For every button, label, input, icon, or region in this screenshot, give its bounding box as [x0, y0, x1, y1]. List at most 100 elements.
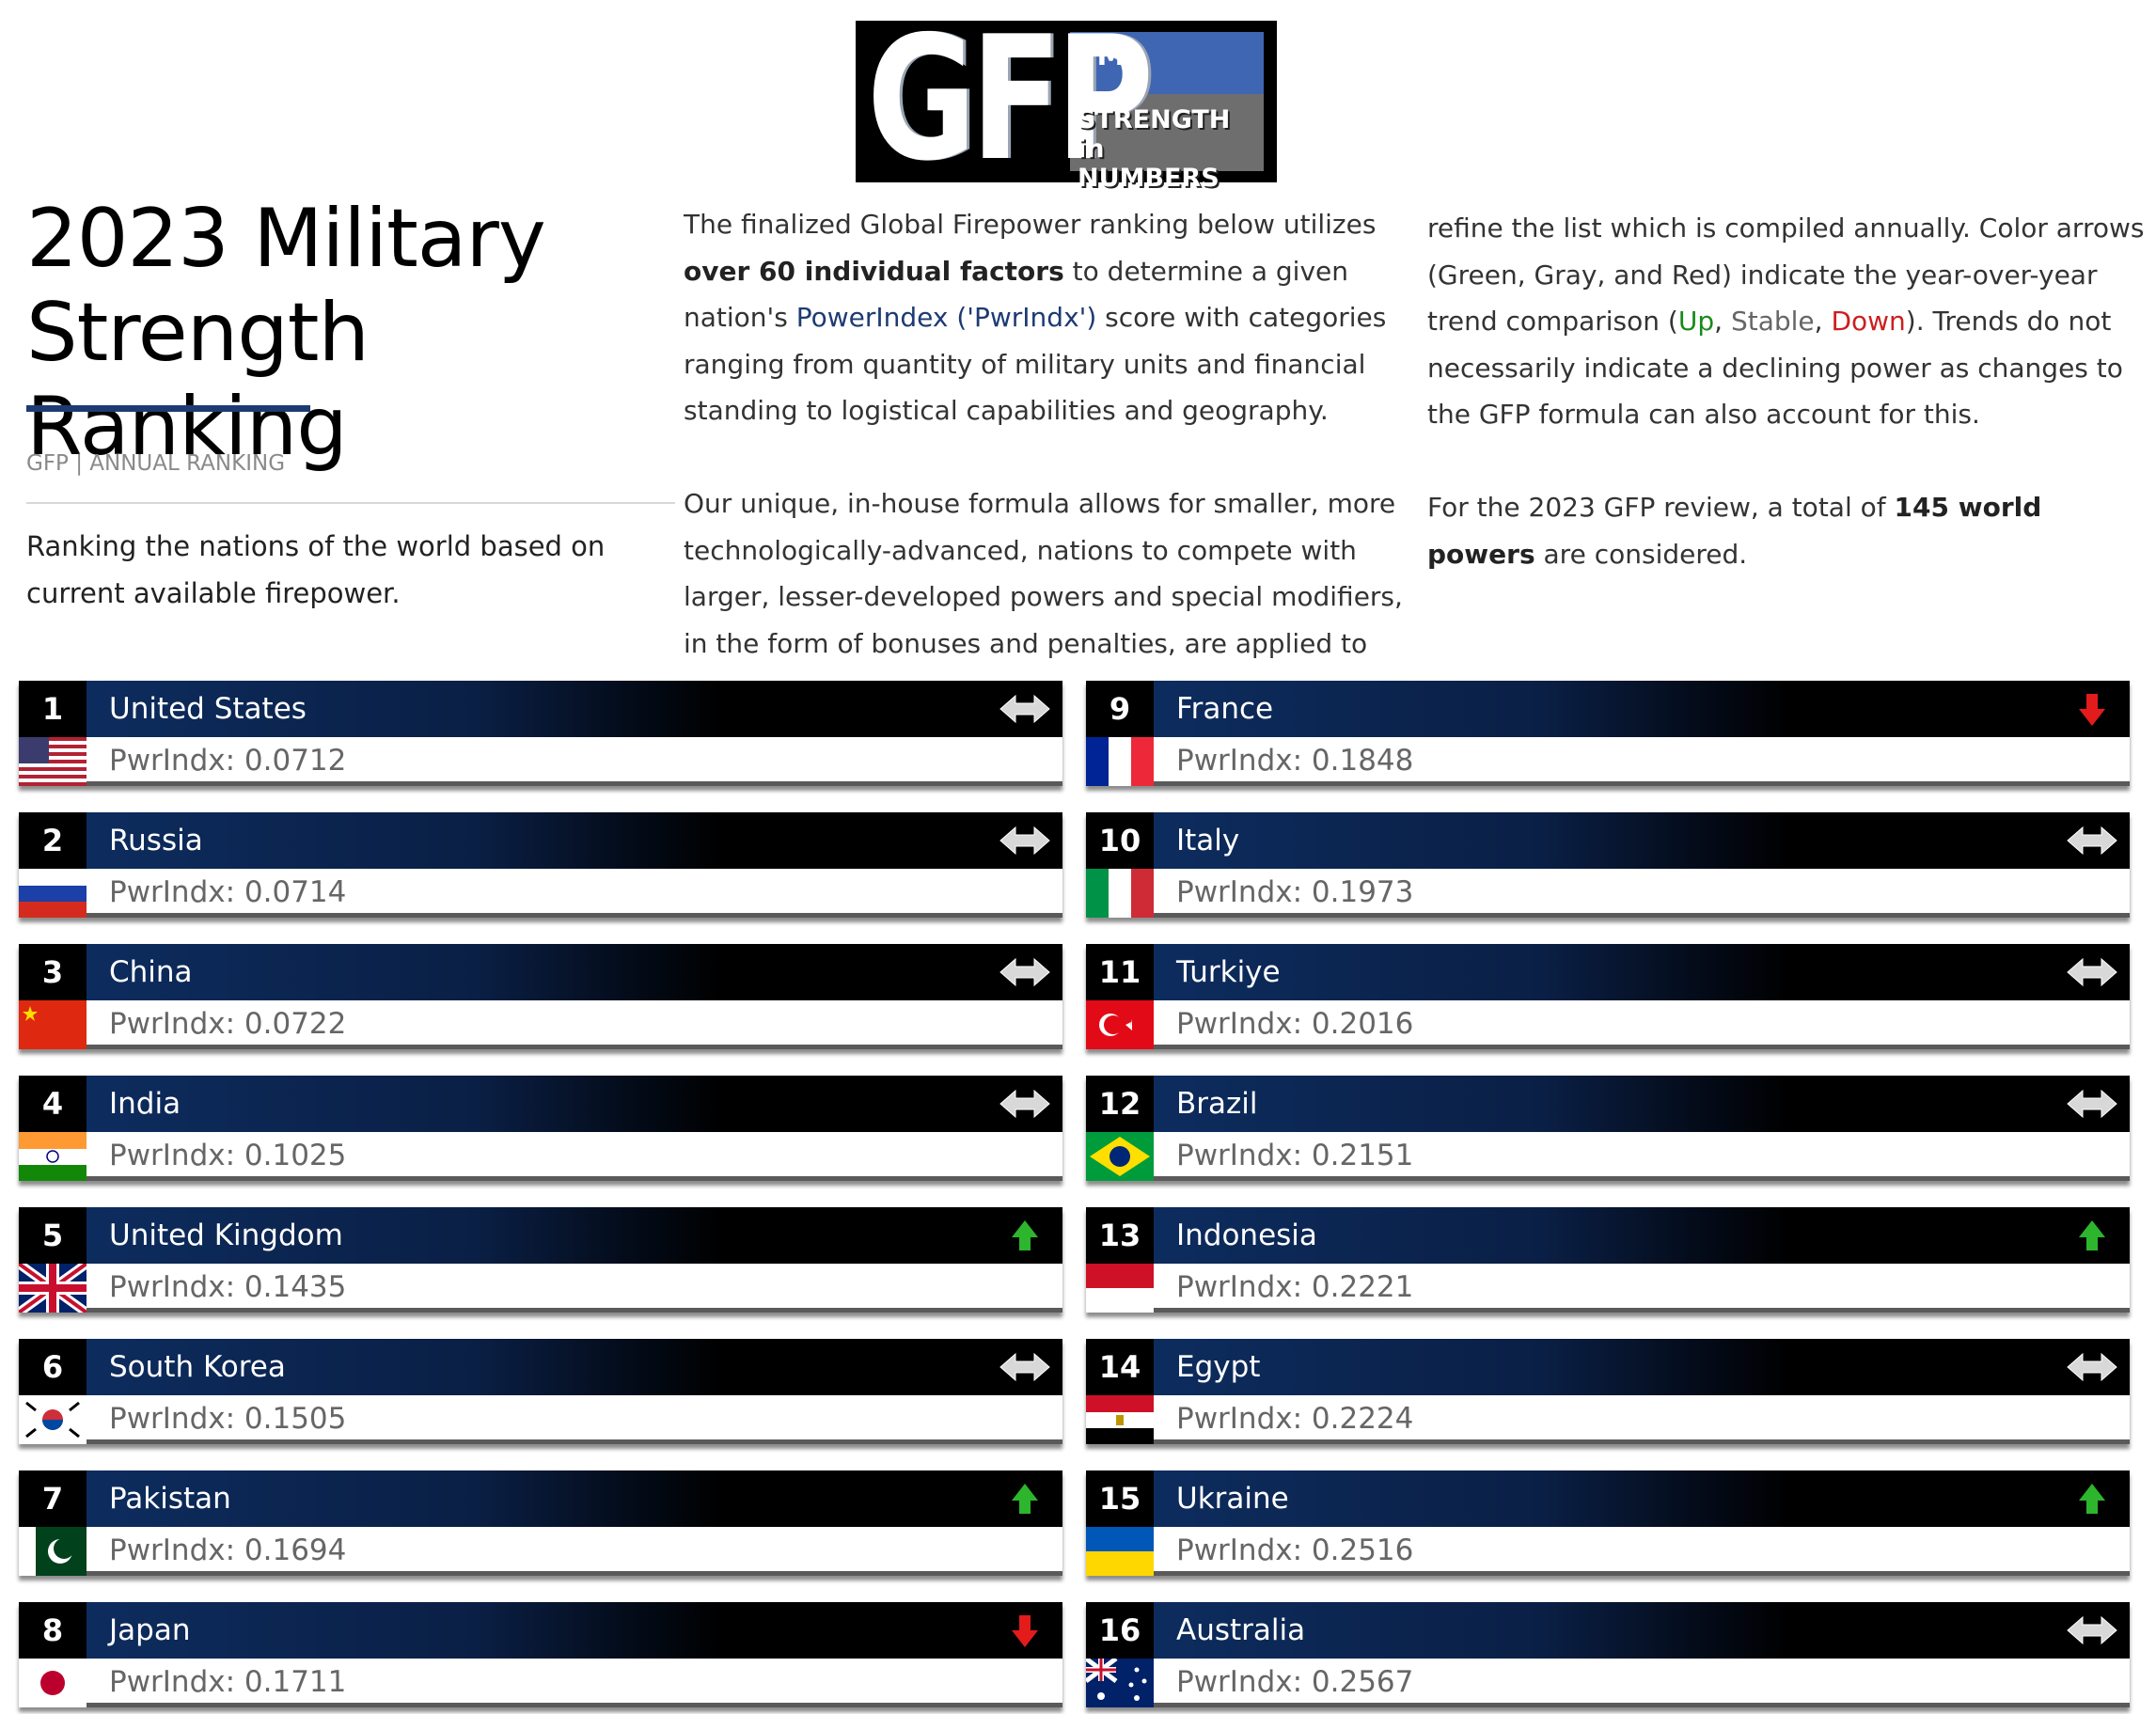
country-name[interactable]: Italy: [1176, 824, 1240, 857]
logo-letters: GFP: [867, 0, 1154, 198]
power-index-score: PwrIndx: 0.2016: [1154, 1000, 2130, 1049]
section-label: GFP | ANNUAL RANKING: [26, 451, 286, 476]
stable-arrow-icon: [997, 822, 1053, 859]
power-index-score: PwrIndx: 0.1848: [1154, 737, 2130, 786]
intro-paragraph-2: Our unique, in-house formula allows for …: [684, 488, 1403, 659]
country-name[interactable]: Pakistan: [109, 1482, 231, 1516]
stable-arrow-icon: [997, 1348, 1053, 1386]
power-index-score: PwrIndx: 0.1435: [87, 1264, 1062, 1313]
stable-arrow-icon: [2064, 822, 2120, 859]
intro-paragraph-1: The finalized Global Firepower ranking b…: [684, 209, 1387, 426]
brazil-flag: [1086, 1132, 1154, 1181]
rank-number: 1: [19, 681, 87, 737]
country-name-bar: Australia: [1154, 1602, 2130, 1659]
power-index-score: PwrIndx: 0.1711: [87, 1659, 1062, 1707]
power-index-score: PwrIndx: 0.2151: [1154, 1132, 2130, 1181]
country-name[interactable]: Brazil: [1176, 1087, 1258, 1121]
power-index-score: PwrIndx: 0.0714: [87, 869, 1062, 918]
country-name[interactable]: United Kingdom: [109, 1219, 343, 1252]
country-name-bar: United States: [87, 681, 1062, 737]
country-name-bar: Russia: [87, 812, 1062, 869]
ranking-card[interactable]: 5 United Kingdom PwrIndx: 0.1435: [19, 1207, 1062, 1313]
ukraine-flag: [1086, 1527, 1154, 1576]
stable-arrow-icon: [997, 953, 1053, 991]
stable-arrow-icon: [2064, 953, 2120, 991]
logo-panel: [1070, 32, 1264, 171]
australia-flag: [1086, 1659, 1154, 1707]
india-flag: [19, 1132, 87, 1181]
ranking-card[interactable]: 7 Pakistan PwrIndx: 0.1694: [19, 1470, 1062, 1576]
stable-arrow-icon: [997, 1085, 1053, 1123]
country-name[interactable]: India: [109, 1087, 181, 1121]
stable-arrow-icon: [2064, 1348, 2120, 1386]
power-index-score: PwrIndx: 0.2224: [1154, 1395, 2130, 1444]
country-name-bar: China: [87, 944, 1062, 1000]
italy-flag: [1086, 869, 1154, 918]
country-name-bar: Pakistan: [87, 1470, 1062, 1527]
country-name-bar: Japan: [87, 1602, 1062, 1659]
ranking-card[interactable]: 13 Indonesia PwrIndx: 0.2221: [1086, 1207, 2130, 1313]
rank-number: 10: [1086, 812, 1154, 869]
ranking-card[interactable]: 11 Turkiye PwrIndx: 0.2016: [1086, 944, 2130, 1049]
country-name-bar: United Kingdom: [87, 1207, 1062, 1264]
rank-number: 13: [1086, 1207, 1154, 1264]
country-name-bar: Ukraine: [1154, 1470, 2130, 1527]
country-name[interactable]: China: [109, 955, 193, 989]
country-name-bar: South Korea: [87, 1339, 1062, 1395]
country-name[interactable]: United States: [109, 692, 307, 726]
power-index-score: PwrIndx: 0.2221: [1154, 1264, 2130, 1313]
trend-stable-label: Stable: [1730, 306, 1815, 337]
title-underline: [26, 405, 310, 412]
country-name[interactable]: Japan: [109, 1613, 191, 1647]
ranking-card[interactable]: 15 Ukraine PwrIndx: 0.2516: [1086, 1470, 2130, 1576]
ranking-card[interactable]: 3 China PwrIndx: 0.0722: [19, 944, 1062, 1049]
country-name[interactable]: France: [1176, 692, 1274, 726]
ranking-card[interactable]: 1 United States PwrIndx: 0.0712: [19, 681, 1062, 786]
country-name-bar: Brazil: [1154, 1076, 2130, 1132]
ranking-card[interactable]: 16 Australia PwrIndx: 0.2567: [1086, 1602, 2130, 1707]
divider: [26, 502, 675, 504]
ranking-card[interactable]: 9 France PwrIndx: 0.1848: [1086, 681, 2130, 786]
country-name[interactable]: Egypt: [1176, 1350, 1261, 1384]
power-index-score: PwrIndx: 0.1025: [87, 1132, 1062, 1181]
stable-arrow-icon: [2064, 1085, 2120, 1123]
stable-arrow-icon: [2064, 1612, 2120, 1649]
down-arrow-icon: [2064, 690, 2120, 728]
rank-number: 16: [1086, 1602, 1154, 1659]
ranking-card[interactable]: 10 Italy PwrIndx: 0.1973: [1086, 812, 2130, 918]
tagline: Ranking the nations of the world based o…: [26, 530, 606, 609]
power-index-score: PwrIndx: 0.2516: [1154, 1527, 2130, 1576]
ranking-card[interactable]: 6 South Korea PwrIndx: 0.1505: [19, 1339, 1062, 1444]
powerindex-link[interactable]: PowerIndex ('PwrIndx'): [795, 302, 1097, 333]
rank-number: 5: [19, 1207, 87, 1264]
country-name[interactable]: South Korea: [109, 1350, 286, 1384]
country-name[interactable]: Russia: [109, 824, 203, 857]
france-flag: [1086, 737, 1154, 786]
turkiye-flag: [1086, 1000, 1154, 1049]
ranking-card[interactable]: 2 Russia PwrIndx: 0.0714: [19, 812, 1062, 918]
country-name[interactable]: Ukraine: [1176, 1482, 1289, 1516]
power-index-score: PwrIndx: 0.1505: [87, 1395, 1062, 1444]
ranking-card[interactable]: 14 Egypt PwrIndx: 0.2224: [1086, 1339, 2130, 1444]
country-name[interactable]: Turkiye: [1176, 955, 1281, 989]
page-title: 2023 Military Strength Ranking: [26, 192, 546, 474]
russia-flag: [19, 869, 87, 918]
intro-paragraph-2-continued: refine the list which is compiled annual…: [1427, 212, 2145, 430]
rank-number: 15: [1086, 1470, 1154, 1527]
ranking-card[interactable]: 8 Japan PwrIndx: 0.1711: [19, 1602, 1062, 1707]
ranking-card[interactable]: 12 Brazil PwrIndx: 0.2151: [1086, 1076, 2130, 1181]
gfp-logo[interactable]: GFP TM STRENGTH in NUMBERS: [856, 0, 1277, 198]
rank-number: 6: [19, 1339, 87, 1395]
egypt-flag: [1086, 1395, 1154, 1444]
country-name[interactable]: Australia: [1176, 1613, 1306, 1647]
rank-number: 4: [19, 1076, 87, 1132]
down-arrow-icon: [997, 1612, 1053, 1649]
up-arrow-icon: [997, 1480, 1053, 1517]
intro-paragraph-3: For the 2023 GFP review, a total of 145 …: [1427, 492, 2042, 570]
intro-column-2: refine the list which is compiled annual…: [1427, 205, 2151, 624]
rank-number: 7: [19, 1470, 87, 1527]
ranking-card[interactable]: 4 India PwrIndx: 0.1025: [19, 1076, 1062, 1181]
country-name-bar: Italy: [1154, 812, 2130, 869]
country-name[interactable]: Indonesia: [1176, 1219, 1317, 1252]
power-index-score: PwrIndx: 0.0712: [87, 737, 1062, 786]
